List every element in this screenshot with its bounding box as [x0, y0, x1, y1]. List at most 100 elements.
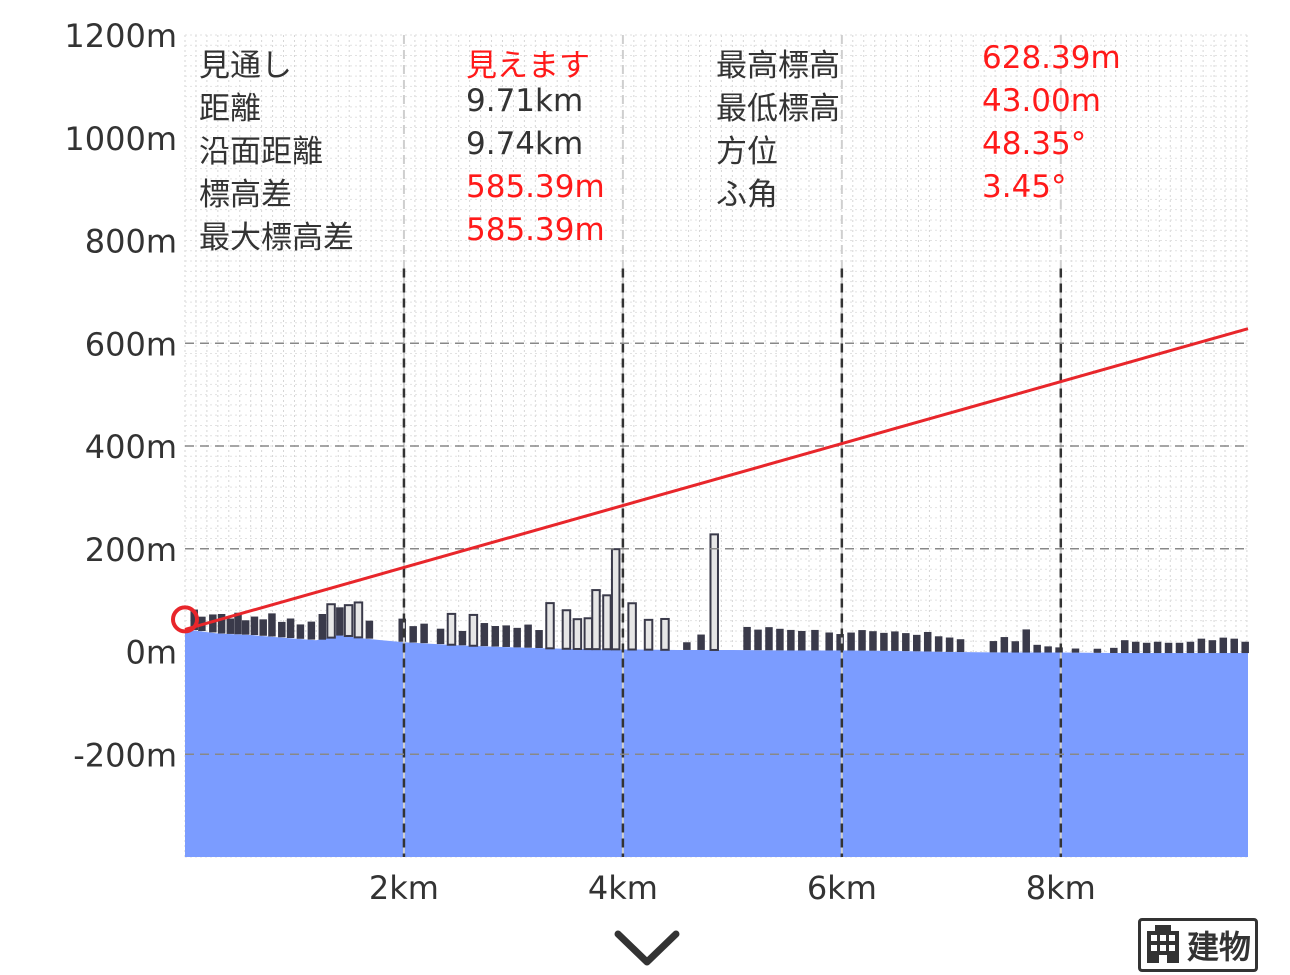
info-value: 9.71km: [466, 83, 584, 119]
building-bar: [1230, 638, 1238, 654]
building-bar: [591, 589, 601, 651]
building-bar: [502, 625, 510, 647]
x-tick-label: 2km: [369, 869, 439, 907]
building-toggle-button[interactable]: 建物: [1138, 918, 1258, 972]
building-bar: [880, 632, 888, 651]
building-bar: [869, 631, 877, 651]
info-label: 標高差: [199, 177, 292, 213]
building-bar: [398, 618, 406, 642]
y-tick-label: 0m: [125, 634, 177, 672]
building-bar: [535, 630, 543, 649]
building-bar: [326, 603, 336, 639]
building-bar: [491, 626, 500, 647]
info-label: 沿面距離: [199, 134, 323, 170]
building-bar: [545, 602, 555, 650]
building-bar: [365, 620, 374, 639]
building-bar: [765, 627, 773, 651]
building-bar: [945, 637, 954, 652]
building-bar: [989, 641, 998, 653]
building-bar: [468, 613, 479, 647]
building-bar: [234, 612, 242, 635]
x-tick-label: 8km: [1026, 869, 1096, 907]
building-bar: [353, 601, 364, 639]
building-bar: [1175, 642, 1184, 654]
info-label: ふ角: [716, 177, 778, 213]
building-bar: [776, 628, 784, 651]
building-bar: [1219, 637, 1228, 654]
info-label: 距離: [199, 91, 261, 127]
info-label: 方位: [716, 134, 778, 170]
building-bar: [847, 632, 855, 651]
info-value: 585.39m: [466, 169, 605, 205]
building-bar: [226, 618, 235, 634]
building-bar: [278, 621, 286, 638]
building-bar: [1142, 642, 1151, 654]
building-bar: [743, 626, 751, 651]
chevron-down-icon[interactable]: [612, 928, 682, 970]
building-icon: [1146, 925, 1179, 963]
building-bar: [1241, 641, 1249, 654]
x-tick-label: 4km: [588, 869, 658, 907]
y-tick-label: 800m: [85, 223, 177, 261]
building-bar: [1011, 641, 1020, 653]
info-value: 628.39m: [982, 40, 1121, 76]
building-bar: [286, 618, 295, 639]
buildings-layer: [190, 533, 1249, 654]
y-tick-label: 1200m: [64, 17, 177, 55]
building-bar: [1033, 644, 1041, 653]
building-bar: [524, 624, 532, 648]
building-bar: [583, 617, 594, 651]
line-of-sight-layer: [171, 327, 1249, 634]
building-bar: [825, 632, 833, 651]
building-button-label: 建物: [1186, 928, 1251, 966]
info-value: 43.00m: [982, 83, 1101, 119]
building-bar: [296, 624, 305, 639]
observer-marker: [171, 605, 199, 634]
info-value: 48.35°: [982, 126, 1087, 162]
building-bar: [307, 621, 316, 640]
building-bar: [190, 609, 198, 631]
info-label: 最低標高: [716, 91, 840, 127]
building-bar: [902, 633, 910, 652]
building-bar: [480, 623, 489, 647]
building-bar: [858, 630, 866, 651]
building-bar: [1121, 640, 1129, 654]
building-bar: [913, 634, 921, 652]
building-bar: [836, 634, 844, 651]
building-bar: [643, 618, 654, 651]
y-tick-label: 200m: [85, 531, 177, 569]
building-bar: [1071, 648, 1080, 653]
building-bar: [1022, 629, 1030, 653]
info-value: 3.45°: [982, 169, 1067, 205]
building-bar: [343, 604, 354, 637]
building-bar: [268, 613, 276, 637]
y-tick-label: 600m: [85, 325, 177, 363]
building-bar: [891, 631, 899, 651]
building-bar: [458, 630, 467, 646]
building-bar: [409, 626, 417, 643]
building-bar: [1110, 647, 1118, 653]
y-tick-label: 1000m: [64, 120, 177, 158]
building-bar: [956, 639, 965, 653]
building-bar: [561, 609, 572, 650]
building-bar: [787, 629, 795, 651]
building-bar: [250, 616, 259, 636]
building-bar: [627, 602, 637, 651]
info-label: 見通し: [199, 48, 292, 84]
info-value: 585.39m: [466, 212, 605, 248]
building-bar: [241, 620, 250, 635]
info-label: 最高標高: [716, 48, 840, 84]
line-of-sight: [184, 327, 1249, 631]
terrain-profile: [185, 629, 1248, 857]
info-label: 最大標高差: [199, 220, 354, 256]
building-bar: [811, 629, 819, 651]
info-value: 9.74km: [466, 126, 584, 162]
building-bar: [1000, 637, 1009, 653]
building-bar: [610, 548, 621, 651]
info-value: 見えます: [466, 48, 590, 84]
x-axis: 2km 4km 6km 8km: [369, 869, 1096, 907]
building-bar: [420, 623, 428, 644]
building-bar: [513, 627, 521, 648]
building-bar: [934, 636, 943, 652]
